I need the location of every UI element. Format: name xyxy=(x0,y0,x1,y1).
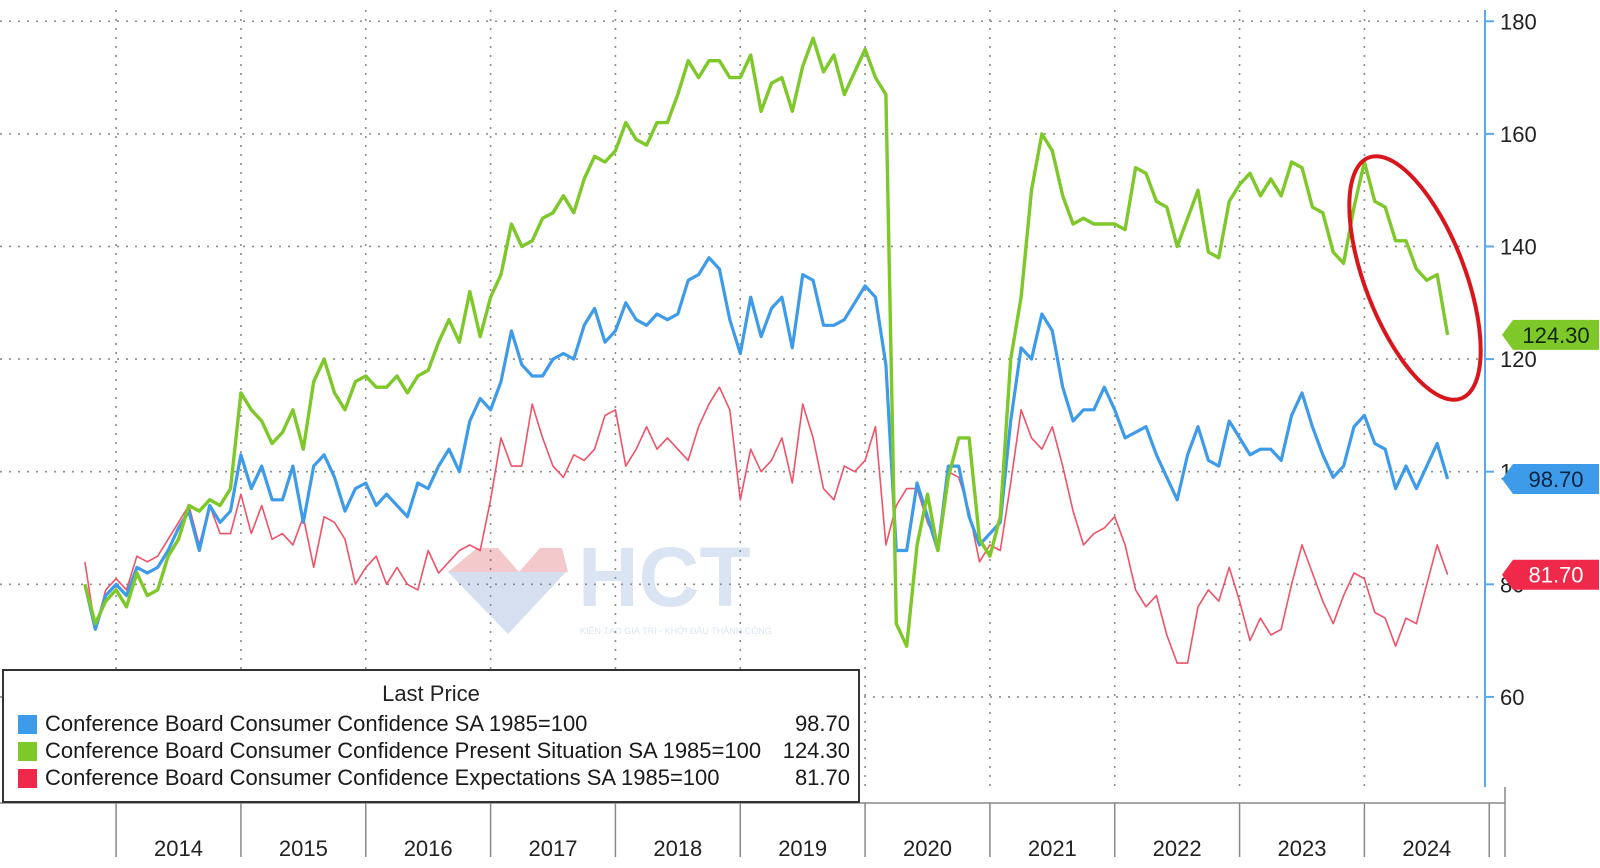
last-value-label: 98.70 xyxy=(1528,467,1583,492)
legend-item-present-situation: Conference Board Consumer Confidence Pre… xyxy=(18,738,850,764)
x-tick-label: 2019 xyxy=(778,836,827,861)
x-tick-label: 2014 xyxy=(154,836,203,861)
legend-swatch-green xyxy=(18,742,37,761)
series-line-1 xyxy=(83,36,1450,648)
y-tick-label: 140 xyxy=(1500,234,1537,259)
y-tick-label: 120 xyxy=(1500,347,1537,372)
x-tick-label: 2015 xyxy=(279,836,328,861)
legend-label: Conference Board Consumer Confidence Exp… xyxy=(45,765,720,790)
legend-value: 81.70 xyxy=(794,765,850,790)
legend-value: 98.70 xyxy=(794,711,850,736)
x-tick-label: 2021 xyxy=(1028,836,1077,861)
last-value-badge xyxy=(1502,319,1599,350)
last-value-badge xyxy=(1502,464,1599,495)
watermark-diamond-bottom xyxy=(448,572,566,634)
watermark-diamond-top-right xyxy=(519,548,568,576)
watermark-diamond-top xyxy=(448,548,519,580)
last-value-label: 124.30 xyxy=(1522,323,1589,348)
x-tick-label: 2022 xyxy=(1153,836,1202,861)
x-tick-label: 2024 xyxy=(1402,836,1451,861)
watermark-text: HCT xyxy=(578,530,751,624)
legend-swatch-blue xyxy=(18,715,37,734)
annotation xyxy=(1347,154,1483,402)
x-tick-label: 2023 xyxy=(1278,836,1327,861)
legend: Last Price Conference Board Consumer Con… xyxy=(2,669,860,803)
legend-item-expectations: Conference Board Consumer Confidence Exp… xyxy=(18,765,850,791)
x-tick-label: 2018 xyxy=(653,836,702,861)
highlight-ellipse xyxy=(1347,154,1483,402)
x-axis: 2014 2015 2016 2017 2018 2019 2020 2021 2022 2023… xyxy=(0,787,1506,861)
y-tick-label: 180 xyxy=(1500,9,1537,34)
legend-item-consumer-confidence: Conference Board Consumer Confidence SA … xyxy=(18,711,850,737)
x-tick-label: 2017 xyxy=(529,836,578,861)
last-value-label: 81.70 xyxy=(1528,563,1583,588)
series-lines xyxy=(83,36,1450,664)
last-value-badges: 98.70 124.30 81.70 xyxy=(1502,319,1599,590)
x-tick-label: 2016 xyxy=(404,836,453,861)
y-tick-label: 60 xyxy=(1500,685,1524,710)
x-tick-label: 2020 xyxy=(903,836,952,861)
legend-label: Conference Board Consumer Confidence Pre… xyxy=(45,738,762,763)
legend-label: Conference Board Consumer Confidence SA … xyxy=(45,711,588,736)
y-axis: 1801601401201008060 xyxy=(1484,9,1537,787)
watermark-tagline: KIẾN TẠO GIÁ TRỊ - KHỞI ĐẦU THÀNH CÔNG xyxy=(580,625,772,636)
series-line-2 xyxy=(84,386,1449,664)
y-tick-label: 160 xyxy=(1500,122,1537,147)
legend-value: 124.30 xyxy=(782,738,850,763)
series-line-0 xyxy=(83,256,1450,631)
legend-title: Last Price xyxy=(382,681,480,706)
legend-swatch-red xyxy=(18,769,37,788)
last-value-badge xyxy=(1502,559,1599,590)
hct-watermark: HCT KIẾN TẠO GIÁ TRỊ - KHỞI ĐẦU THÀNH CÔ… xyxy=(448,530,772,636)
